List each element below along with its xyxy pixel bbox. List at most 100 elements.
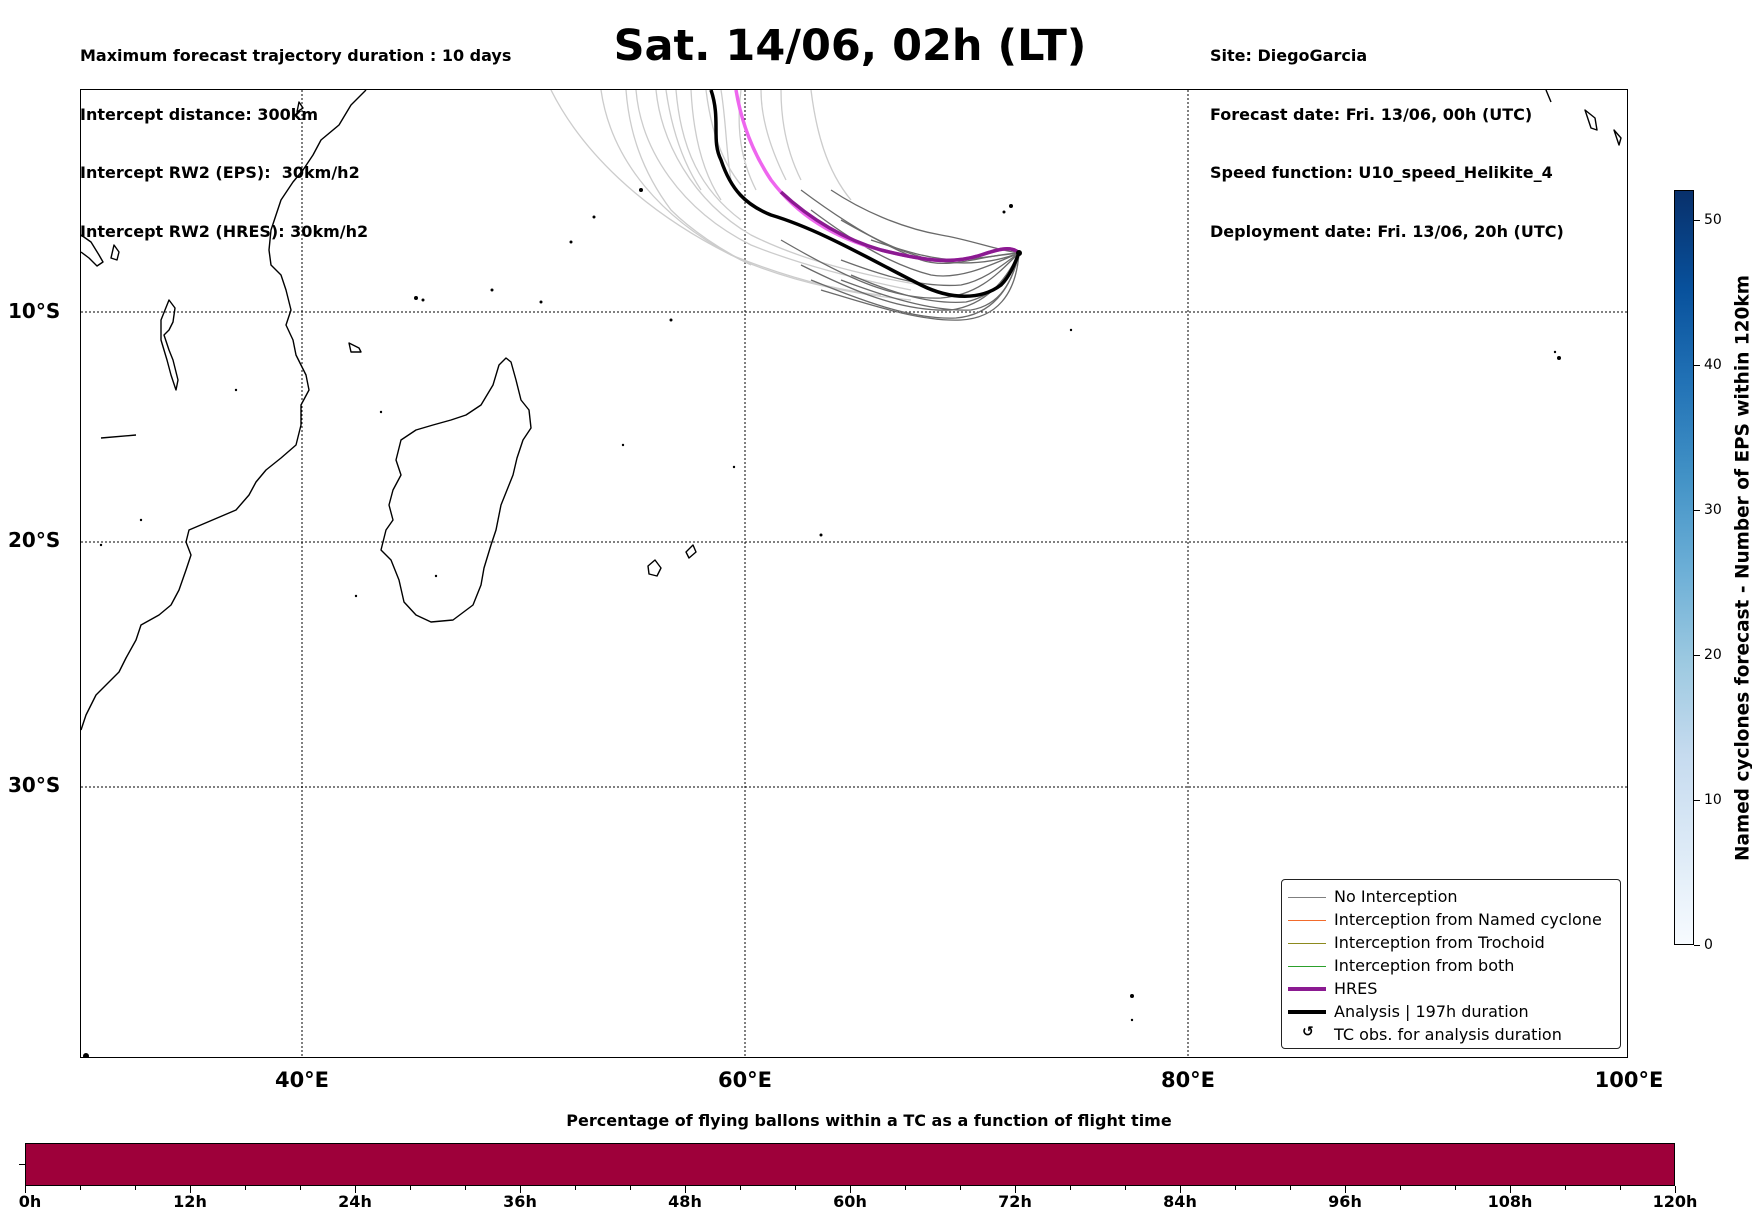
legend-label-named-cyclone: Interception from Named cyclone bbox=[1334, 910, 1602, 929]
timeline-minor-tick bbox=[630, 1186, 631, 1190]
island-a bbox=[296, 101, 304, 113]
timeline-tick-label: 60h bbox=[833, 1192, 867, 1211]
legend-swatch-named-cyclone bbox=[1288, 920, 1326, 921]
timeline-minor-tick bbox=[1290, 1186, 1291, 1190]
lon-label-40e: 40°E bbox=[274, 1068, 330, 1092]
timeline-tick-label: 84h bbox=[1163, 1192, 1197, 1211]
map-panel[interactable] bbox=[80, 89, 1628, 1058]
tc-obs-icon: ↺ bbox=[1302, 1024, 1314, 1040]
timeline-minor-tick bbox=[905, 1186, 906, 1190]
timeline-tick-label: 108h bbox=[1487, 1192, 1533, 1211]
legend-item-trochoid: Interception from Trochoid bbox=[1282, 932, 1620, 954]
legend-label-hres: HRES bbox=[1334, 979, 1378, 998]
small-islands bbox=[83, 188, 1561, 1057]
timeline-minor-tick bbox=[410, 1186, 411, 1190]
legend-label-trochoid: Interception from Trochoid bbox=[1334, 933, 1545, 952]
analysis-trajectory bbox=[709, 90, 1021, 298]
timeline-major-tick bbox=[1345, 1186, 1346, 1193]
timeline-minor-tick bbox=[1400, 1186, 1401, 1190]
hres-trajectory bbox=[779, 190, 1021, 263]
legend-label-analysis: Analysis | 197h duration bbox=[1334, 1002, 1529, 1021]
island-c bbox=[160, 299, 179, 391]
timeline-tick-label: 48h bbox=[668, 1192, 702, 1211]
header-max-duration: Maximum forecast trajectory duration : 1… bbox=[80, 46, 512, 65]
header-site: Site: DiegoGarcia bbox=[1210, 46, 1368, 65]
legend-item-no-interception: No Interception bbox=[1282, 886, 1620, 908]
colorbar-label-30: 30 bbox=[1704, 502, 1722, 518]
timeline-minor-tick bbox=[465, 1186, 466, 1190]
timeline-major-tick bbox=[1510, 1186, 1511, 1193]
island-b bbox=[110, 244, 120, 261]
timeline-major-tick bbox=[355, 1186, 356, 1193]
timeline-major-tick bbox=[685, 1186, 686, 1193]
legend-label-tc-obs: TC obs. for analysis duration bbox=[1334, 1025, 1562, 1044]
timeline-tick-label: 36h bbox=[503, 1192, 537, 1211]
legend-label-no-interception: No Interception bbox=[1334, 887, 1458, 906]
timeline-major-tick bbox=[1675, 1186, 1676, 1193]
header-speed-function: Speed function: U10_speed_Helikite_4 bbox=[1210, 163, 1553, 182]
lon-label-80e: 80°E bbox=[1160, 1068, 1216, 1092]
colorbar-label-20: 20 bbox=[1704, 647, 1722, 663]
timeline-minor-tick bbox=[1620, 1186, 1621, 1190]
legend-item-tc-obs: ↺ TC obs. for analysis duration bbox=[1282, 1024, 1620, 1046]
timeline-tick-label: 72h bbox=[998, 1192, 1032, 1211]
lat-label-10s: 10°S bbox=[8, 299, 61, 323]
header-intercept-distance: Intercept distance: 300km bbox=[80, 104, 319, 124]
lon-label-100e: 100°E bbox=[1594, 1068, 1664, 1092]
lon-label-60e: 60°E bbox=[717, 1068, 773, 1092]
map-canvas bbox=[81, 90, 1627, 1057]
island-d bbox=[81, 234, 104, 267]
header-left-info: Maximum forecast trajectory duration : 1… bbox=[80, 7, 511, 261]
timeline-minor-tick bbox=[960, 1186, 961, 1190]
timeline-major-tick bbox=[190, 1186, 191, 1193]
timeline-minor-tick bbox=[740, 1186, 741, 1190]
legend-item-named-cyclone: Interception from Named cyclone bbox=[1282, 909, 1620, 931]
colorbar-label-10: 10 bbox=[1704, 792, 1722, 808]
colorbar-tick-10 bbox=[1694, 800, 1700, 801]
launch-site-marker bbox=[1016, 250, 1022, 256]
island-e bbox=[100, 434, 137, 439]
colorbar bbox=[1674, 190, 1694, 945]
map-legend: No Interception Interception from Named … bbox=[1281, 879, 1621, 1049]
legend-item-hres: HRES bbox=[1282, 978, 1620, 1000]
timeline-tick-label: 96h bbox=[1328, 1192, 1362, 1211]
header-intercept-eps: Intercept RW2 (EPS): 30km/h2 bbox=[80, 163, 360, 182]
legend-swatch-no-interception bbox=[1288, 897, 1326, 898]
colorbar-label-40: 40 bbox=[1704, 357, 1722, 373]
timeline-minor-tick bbox=[1125, 1186, 1126, 1190]
africa-coast bbox=[81, 90, 367, 731]
timeline-major-tick bbox=[850, 1186, 851, 1193]
colorbar-title: Named cyclones forecast - Number of EPS … bbox=[1732, 274, 1752, 862]
reunion-island bbox=[647, 559, 662, 577]
timeline-minor-tick bbox=[1455, 1186, 1456, 1190]
colorbar-tick-30 bbox=[1694, 510, 1700, 511]
legend-swatch-analysis bbox=[1288, 1010, 1326, 1014]
island-h bbox=[1545, 90, 1552, 103]
coastlines bbox=[81, 90, 1622, 731]
header-intercept-hres: Intercept RW2 (HRES): 30km/h2 bbox=[80, 221, 369, 241]
map-title: Sat. 14/06, 02h (LT) bbox=[613, 21, 1087, 71]
madagascar-coast bbox=[380, 357, 532, 623]
header-deployment-date: Deployment date: Fri. 13/06, 20h (UTC) bbox=[1210, 221, 1564, 241]
header-right-info: Site: DiegoGarcia Forecast date: Fri. 13… bbox=[1210, 7, 1564, 261]
colorbar-tick-0 bbox=[1694, 945, 1700, 946]
hres-trajectory-far bbox=[734, 90, 1021, 263]
legend-item-analysis: Analysis | 197h duration bbox=[1282, 1001, 1620, 1023]
timeline-minor-tick bbox=[1565, 1186, 1566, 1190]
timeline-minor-tick bbox=[1070, 1186, 1071, 1190]
timeline-tick-label: 12h bbox=[173, 1192, 207, 1211]
timeline-title: Percentage of flying ballons within a TC… bbox=[566, 1111, 1172, 1130]
lat-label-30s: 30°S bbox=[8, 773, 61, 797]
header-forecast-date: Forecast date: Fri. 13/06, 00h (UTC) bbox=[1210, 104, 1533, 124]
timeline-bar bbox=[25, 1143, 1675, 1186]
colorbar-tick-20 bbox=[1694, 655, 1700, 656]
lat-label-20s: 20°S bbox=[8, 528, 61, 552]
island-g bbox=[1584, 109, 1598, 131]
timeline-minor-tick bbox=[795, 1186, 796, 1190]
timeline-major-tick bbox=[1015, 1186, 1016, 1193]
timeline-major-tick bbox=[25, 1186, 26, 1193]
colorbar-label-0: 0 bbox=[1704, 937, 1713, 953]
legend-swatch-both bbox=[1288, 966, 1326, 967]
colorbar-tick-40 bbox=[1694, 365, 1700, 366]
timeline-minor-tick bbox=[80, 1186, 81, 1190]
